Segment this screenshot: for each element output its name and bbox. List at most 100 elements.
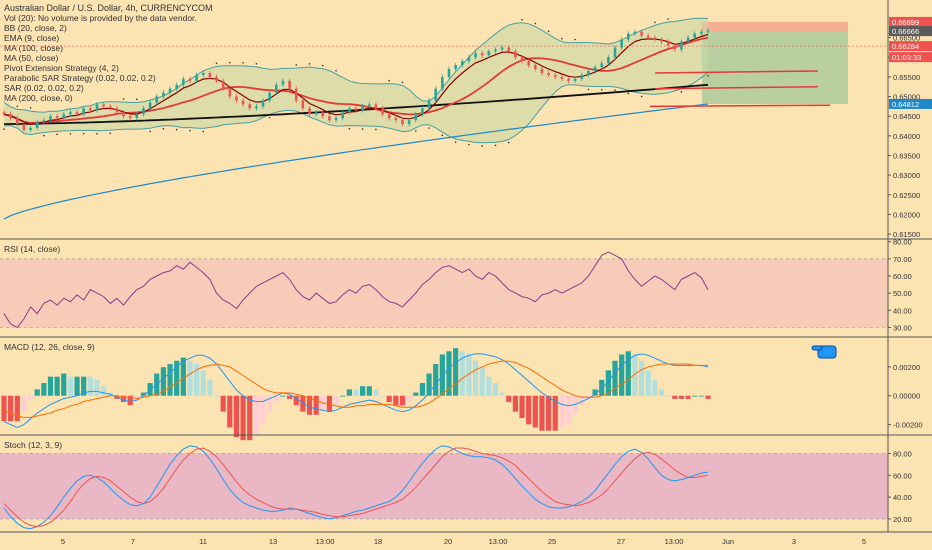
candle-body xyxy=(627,33,630,40)
macd-histogram-bar xyxy=(466,354,472,396)
price-tag-current-bg xyxy=(889,26,932,37)
candle-body xyxy=(128,116,132,119)
price-tick-label: 0.65500 xyxy=(893,73,920,82)
legend-ma50: MA (50, close) xyxy=(4,53,59,63)
macd-histogram-bar xyxy=(459,351,465,396)
candle-body xyxy=(454,65,457,70)
candle-body xyxy=(162,92,165,97)
macd-histogram-bar xyxy=(366,386,372,396)
macd-histogram-bar xyxy=(134,395,140,399)
sar-dot xyxy=(414,130,417,132)
candle-body xyxy=(348,108,351,113)
macd-histogram-bar xyxy=(632,354,638,396)
macd-histogram-bar xyxy=(346,389,352,396)
candle-body xyxy=(686,37,690,42)
macd-histogram-bar xyxy=(41,383,47,396)
macd-histogram-bar xyxy=(532,395,538,428)
macd-histogram-bar xyxy=(565,395,572,425)
candle-body xyxy=(447,69,451,77)
macd-histogram-bar xyxy=(120,395,127,403)
sar-dot xyxy=(321,64,324,67)
time-tick-label: Jun xyxy=(722,537,734,546)
stoch-legend: Stoch (12, 3, 9) xyxy=(4,440,63,450)
sar-dot xyxy=(468,143,470,146)
candle-body xyxy=(534,65,537,70)
time-tick-label: 27 xyxy=(617,537,625,546)
candle-body xyxy=(507,47,511,52)
candle-body xyxy=(520,57,524,62)
candle-body xyxy=(653,37,657,40)
price-tag-countdown-bg xyxy=(889,52,932,63)
bollinger-upper xyxy=(3,17,709,113)
candle-body xyxy=(387,114,391,119)
price-tag-countdown: 01:03:33 xyxy=(892,53,921,62)
macd-histogram-bar xyxy=(313,395,319,415)
macd-histogram-bar xyxy=(187,360,193,396)
macd-histogram-bar xyxy=(94,379,100,396)
candle-body xyxy=(587,71,590,75)
macd-histogram-bar xyxy=(273,395,279,403)
macd-histogram-bar xyxy=(140,392,147,396)
macd-histogram-bar xyxy=(506,395,512,403)
macd-histogram-bar xyxy=(512,395,518,412)
macd-histogram-bar xyxy=(492,383,499,396)
candle-body xyxy=(441,76,444,89)
candle-body xyxy=(540,69,544,73)
candle-body xyxy=(401,120,404,125)
candle-body xyxy=(221,80,225,89)
sar-dot xyxy=(202,130,205,133)
candle-body xyxy=(235,96,238,101)
time-tick-label: 5 xyxy=(61,537,65,546)
sar-dot xyxy=(361,128,364,130)
macd-histogram-bar xyxy=(54,376,60,396)
sar-dot xyxy=(136,98,138,101)
macd-histogram-bar xyxy=(180,357,186,396)
candle-body xyxy=(354,108,358,111)
price-tick-label: 0.63500 xyxy=(893,151,920,160)
stop-zone xyxy=(702,21,848,31)
macd-histogram-bar xyxy=(645,370,651,396)
candle-body xyxy=(301,100,305,109)
bollinger-lower xyxy=(3,72,709,144)
ma100-line xyxy=(3,36,709,124)
macd-histogram-bar xyxy=(293,395,299,406)
macd-histogram-bar xyxy=(14,395,20,422)
price-tick-label: 0.64000 xyxy=(893,132,920,141)
macd-histogram-bar xyxy=(320,395,326,412)
candle-body xyxy=(95,104,99,111)
pivot-projection-line xyxy=(649,104,831,108)
time-tick-label: 3 xyxy=(792,537,796,546)
macd-histogram-bar xyxy=(453,348,459,396)
sar-dot xyxy=(587,88,590,91)
price-tick-label: 0.65000 xyxy=(893,93,920,102)
sar-dot xyxy=(574,38,576,41)
candle-body xyxy=(148,102,152,109)
macd-histogram-bar xyxy=(678,395,685,399)
candle-body xyxy=(115,108,119,113)
macd-histogram-bar xyxy=(698,395,704,397)
candle-body xyxy=(49,116,52,121)
macd-histogram-bar xyxy=(446,351,452,396)
sar-dot xyxy=(600,88,603,91)
sar-dot xyxy=(82,132,85,135)
candle-body xyxy=(2,112,6,115)
sar-dot xyxy=(547,30,550,32)
candle-body xyxy=(108,106,112,109)
candle-body xyxy=(673,45,677,50)
macd-histogram-bar xyxy=(619,354,625,396)
sar-dot xyxy=(295,64,298,66)
sar-dot xyxy=(122,98,125,100)
candle-body xyxy=(155,96,159,103)
sar-dot xyxy=(561,37,563,40)
macd-histogram-bar xyxy=(658,389,665,396)
sar-dot xyxy=(242,62,244,64)
sar-dot xyxy=(175,128,178,131)
candle-body xyxy=(175,84,178,89)
time-tick-label: 13:00 xyxy=(316,537,335,546)
time-tick-label: 18 xyxy=(374,537,382,546)
sar-dot xyxy=(534,22,537,25)
legend-psar-strategy: Parabolic SAR Strategy (0.02, 0.02, 0.2) xyxy=(4,73,156,83)
candle-body xyxy=(314,112,318,115)
macd-histogram-bar xyxy=(472,360,479,396)
